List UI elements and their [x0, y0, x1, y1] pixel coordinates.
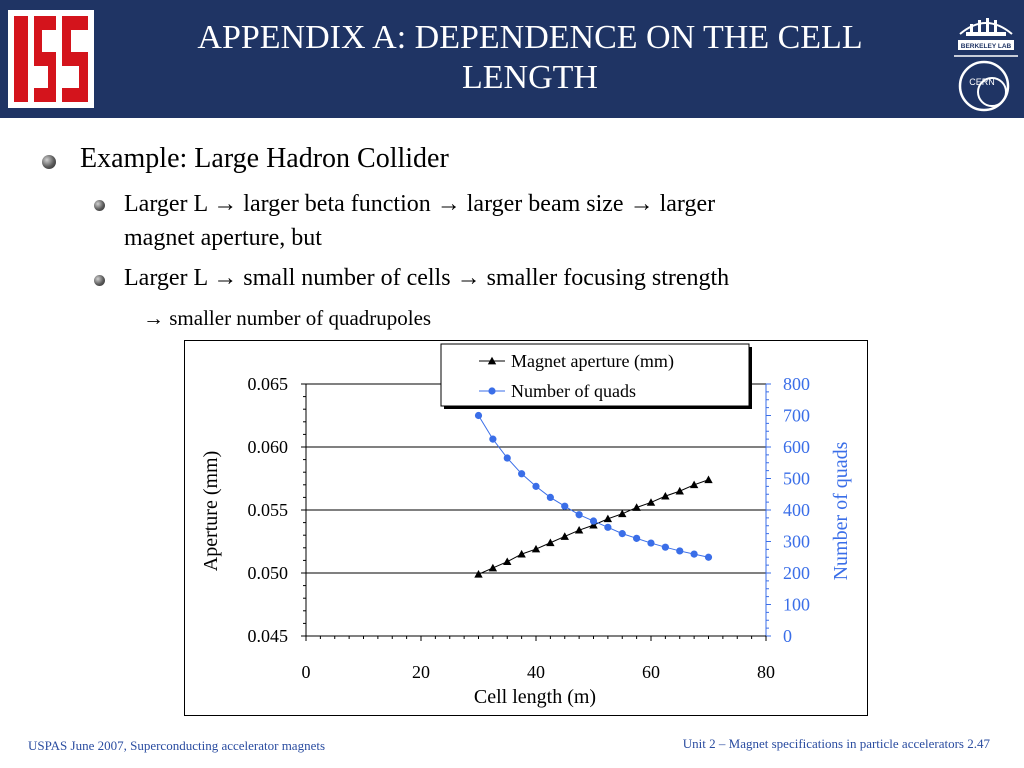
svg-text:USPAS: USPAS: [49, 104, 52, 107]
data-point-quads: [589, 517, 598, 525]
slide-title-line2: LENGTH: [462, 59, 598, 96]
chart: 0.0450.0500.0550.0600.065010020030040050…: [200, 343, 852, 708]
data-point-aperture: [531, 544, 541, 553]
partner-logos: BERKELEY LAB CERN: [954, 18, 1018, 112]
y2-tick-label: 500: [783, 469, 810, 489]
data-point-quads: [633, 534, 641, 542]
bullet-level3: → smaller number of quadrupoles: [143, 306, 432, 330]
data-point-aperture: [704, 475, 713, 484]
bullet-level1: Example: Large Hadron Collider: [80, 143, 449, 174]
legend-box: [440, 343, 750, 407]
data-point-quads: [704, 553, 713, 561]
slide-title-line1: APPENDIX A: DEPENDENCE ON THE CELL: [197, 19, 863, 56]
legend-label: Number of quads: [511, 381, 636, 401]
uspas-logo: USPAS: [8, 10, 94, 108]
data-point-quads: [575, 511, 583, 519]
x-tick-label: 80: [757, 662, 775, 682]
y-tick-label: 0.050: [248, 563, 289, 583]
footer-right: Unit 2 – Magnet specifications in partic…: [682, 736, 990, 751]
data-point-quads: [690, 550, 698, 558]
data-point-aperture: [517, 549, 526, 558]
cern-logo: CERN: [958, 60, 1010, 112]
y-tick-label: 0.055: [248, 500, 289, 520]
y2-tick-label: 800: [783, 374, 810, 394]
legend-marker: [488, 387, 496, 395]
data-point-aperture: [618, 509, 627, 518]
data-point-aperture: [574, 525, 584, 534]
svg-text:CERN: CERN: [969, 77, 995, 87]
data-point-aperture: [560, 532, 569, 540]
title-bar: USPAS APPENDIX A: DEPENDENCE ON THE CELL…: [0, 0, 1024, 118]
data-point-quads: [647, 539, 655, 547]
svg-text:BERKELEY LAB: BERKELEY LAB: [961, 43, 1012, 50]
data-point-aperture: [646, 498, 656, 506]
data-point-aperture: [603, 514, 613, 523]
y2-tick-label: 100: [783, 595, 810, 615]
data-point-aperture: [503, 557, 512, 566]
data-point-quads: [546, 493, 554, 501]
y2-tick-label: 200: [783, 563, 810, 583]
data-point-quads: [518, 470, 526, 478]
data-point-aperture: [546, 538, 555, 547]
data-point-aperture: [488, 563, 498, 572]
x-tick-label: 0: [302, 662, 311, 682]
data-point-quads: [503, 454, 511, 462]
data-point-quads: [661, 543, 669, 551]
data-point-aperture: [632, 503, 641, 511]
data-point-aperture: [675, 486, 684, 495]
y-tick-label: 0.065: [248, 374, 289, 394]
y-axis-label: Aperture (mm): [200, 451, 222, 572]
footer-left: USPAS June 2007, Superconducting acceler…: [28, 738, 326, 753]
y2-tick-label: 700: [783, 406, 810, 426]
y2-tick-label: 0: [783, 626, 792, 646]
slide-title: APPENDIX A: DEPENDENCE ON THE CELL LENGT…: [120, 18, 940, 98]
data-point-quads: [676, 547, 684, 555]
data-point-aperture: [661, 491, 670, 500]
data-point-quads: [604, 523, 612, 531]
x-tick-label: 60: [642, 662, 660, 682]
legend: Magnet aperture (mm) Number of quads: [440, 343, 752, 409]
berkeley-lab-logo: BERKELEY LAB: [958, 18, 1014, 50]
data-point-quads: [474, 411, 483, 420]
legend-label: Magnet aperture (mm): [511, 351, 674, 372]
y-tick-label: 0.060: [248, 437, 289, 457]
y2-tick-label: 300: [783, 532, 810, 552]
bullet-icon: [94, 275, 105, 286]
bullet-level2-a: Larger L → larger beta function → larger…: [124, 187, 715, 255]
data-point-aperture: [589, 520, 598, 529]
data-point-aperture: [474, 570, 483, 578]
x-tick-label: 20: [412, 662, 430, 682]
bullet-icon: [42, 155, 56, 169]
y2-tick-label: 600: [783, 437, 810, 457]
y2-tick-label: 400: [783, 500, 810, 520]
series-line-1: [478, 415, 709, 558]
legend-marker: [487, 356, 497, 365]
data-point-quads: [618, 530, 626, 538]
y2-axis-label: Number of quads: [830, 441, 852, 580]
bullet-level2-a-line2: magnet aperture, but: [124, 225, 322, 251]
data-point-quads: [561, 502, 569, 510]
y-tick-label: 0.045: [248, 626, 289, 646]
data-point-quads: [489, 435, 497, 443]
x-axis-label: Cell length (m): [474, 686, 596, 708]
x-tick-label: 40: [527, 662, 545, 682]
data-point-quads: [532, 482, 540, 490]
bullet-icon: [94, 200, 105, 211]
bullet-level2-b: Larger L → small number of cells → small…: [124, 265, 730, 291]
chart-frame: 0.045 0.050 0.055 0.060 0.065 0 100 200 300 400 50…: [184, 340, 868, 716]
bullet-level2-a-line1: Larger L → larger beta function → larger…: [124, 191, 716, 217]
data-point-aperture: [689, 480, 699, 489]
